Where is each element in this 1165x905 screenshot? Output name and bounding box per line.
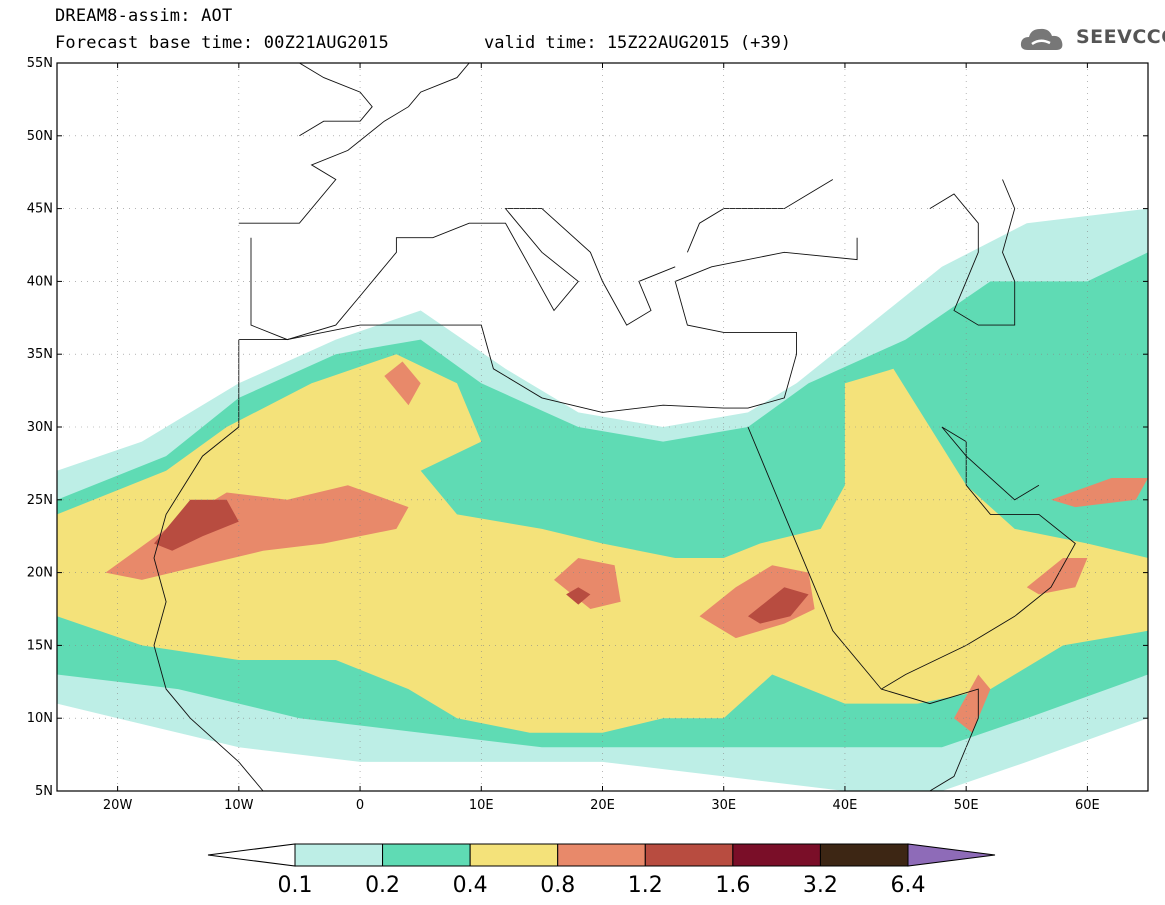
lat-tick-label: 5N [35,784,53,799]
coastline-2 [153,339,264,791]
coastlines [153,63,1076,791]
colorbar-bin-0 [294,843,384,867]
coastline-4 [881,688,979,791]
lon-tick-label: 10W [224,798,254,813]
aot-contour-0_8-4 [699,565,815,639]
colorbar-over-arrow [907,843,996,867]
colorbar-under-arrow [207,843,296,867]
seevccc-logo: SEEVCCC [1018,24,1165,54]
cloud-icon [1020,28,1063,50]
colorbar-bin-5 [732,843,821,867]
coastline-8 [929,179,1016,326]
lat-tick-label: 15N [27,638,53,653]
lon-tick-label: 60E [1075,798,1100,813]
forecast-base-time: Forecast base time: 00Z21AUG2015 [55,33,389,53]
lat-tick-label: 35N [27,347,53,362]
map-title: DREAM8-assim: AOT [55,6,233,26]
colorbar-bin-2 [469,843,559,867]
lon-tick-label: 20E [590,798,615,813]
aot-contour-1_2-12 [566,587,591,605]
lon-tick-label: 40E [833,798,858,813]
lat-tick-label: 45N [27,202,53,217]
colorbar-bin-4 [644,843,734,867]
lat-tick-label: 10N [27,711,53,726]
colorbar-level-label: 3.2 [803,873,838,898]
colorbar-level-label: 0.2 [365,873,400,898]
colorbar-bin-6 [819,843,909,867]
lat-tick-label: 20N [27,566,53,581]
lat-tick-label: 55N [27,56,53,71]
aot-contour-0_8-9 [1051,478,1148,508]
coastline-7 [686,179,834,253]
colorbar-level-label: 0.1 [278,873,313,898]
colorbar-level-label: 1.2 [628,873,663,898]
lat-tick-label: 40N [27,274,53,289]
axis-ticks: 55N 50N 45N 40N 35N 30N 25N 20N 15N 10N 5N 20W 10W 0 1… [27,56,1148,813]
coastline-5 [238,63,470,224]
colorbar: 0.1 0.2 0.4 0.8 1.2 1.6 3.2 6.4 [207,843,996,898]
coastline-0 [238,237,858,413]
coastline-6 [299,63,373,137]
colorbar-level-label: 0.8 [540,873,575,898]
valid-time: valid time: 15Z22AUG2015 (+39) [484,33,792,53]
aot-contour-1_2-10 [154,499,239,551]
lon-tick-label: 20W [103,798,133,813]
colorbar-bin-3 [557,843,646,867]
lon-tick-label: 30E [711,798,736,813]
lon-tick-label: 0 [356,798,364,813]
colorbar-level-label: 0.4 [453,873,488,898]
aot-contour-0_8-3 [105,485,409,580]
graticule [57,63,1148,791]
colorbar-level-label: 6.4 [891,873,926,898]
lat-tick-label: 30N [27,420,53,435]
lon-tick-label: 10E [469,798,494,813]
lat-tick-label: 50N [27,129,53,144]
colorbar-level-label: 1.6 [715,873,750,898]
coastline-1 [250,208,676,341]
coastline-3 [747,426,1076,690]
lat-tick-label: 25N [27,493,53,508]
lon-tick-label: 50E [954,798,979,813]
aot-field [57,208,1148,791]
aot-contour-1_2-11 [748,587,809,624]
aot-contour-0_8-5 [554,558,621,609]
aot-contour-0_8-6 [384,361,421,406]
colorbar-bin-1 [382,843,471,867]
logo-text: SEEVCCC [1076,26,1165,48]
